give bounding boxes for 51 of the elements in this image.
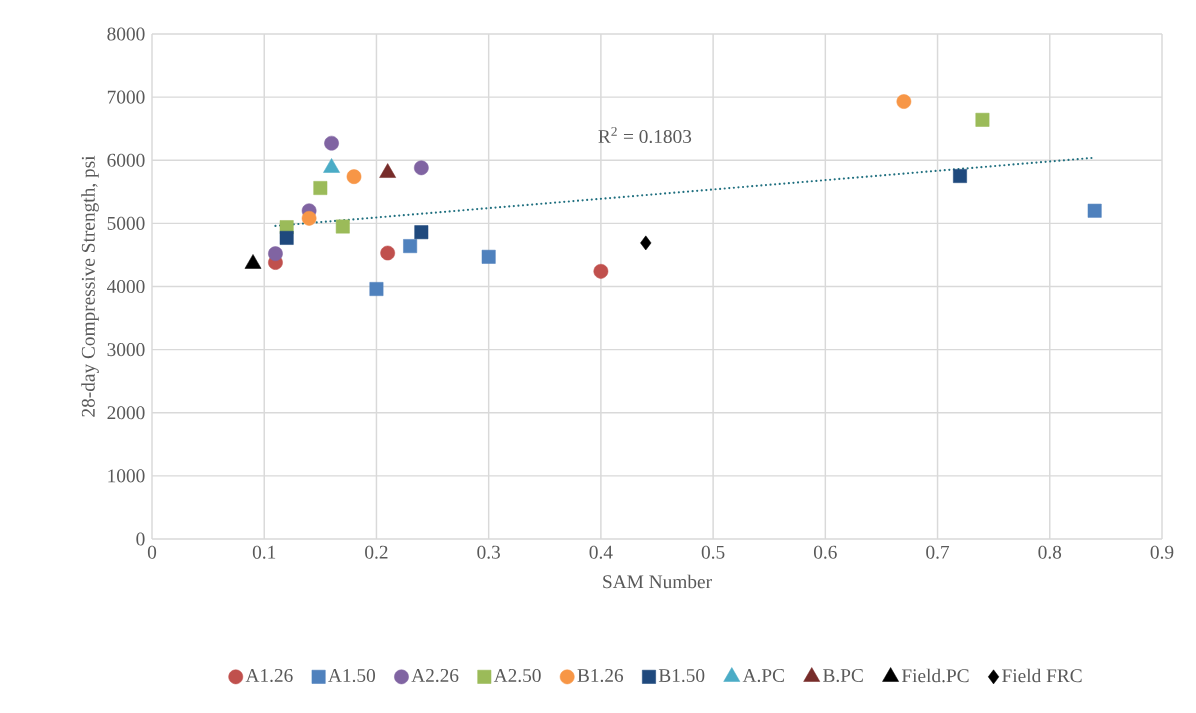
y-tick-label: 5000 [107,216,145,230]
legend-label: B1.50 [658,668,705,683]
y-tick-label: 6000 [107,153,145,167]
point [313,181,328,195]
point [380,245,396,261]
point [593,264,609,279]
legend-label: Field FRC [1002,668,1082,683]
point [346,169,362,184]
point [301,210,317,226]
x-tick-label: 0.3 [477,545,500,559]
y-tick-label: 4000 [107,279,145,294]
y-tick-label: 3000 [107,343,145,357]
y-axis-title: 28-day Compressive Strength, psi [81,155,99,417]
legend-label: A1.50 [328,668,375,683]
point [414,225,429,240]
x-tick-label: 0.2 [365,545,388,559]
point [414,160,429,176]
point [481,249,496,264]
x-tick-label: 0.4 [589,545,613,559]
x-tick-label: 0.8 [1038,545,1062,559]
x-axis-title: SAM Number [603,574,712,589]
legend-label: B.PC [823,669,863,683]
point [896,94,912,109]
x-tick-label: 0.7 [926,545,950,559]
point [268,246,283,261]
y-tick-label: 8000 [107,27,145,41]
y-tick-label: 1000 [108,469,145,483]
point [324,135,339,151]
legend-label: A1.26 [245,669,293,683]
legend-label: B1.26 [577,669,624,683]
y-tick-label: 0 [136,532,145,546]
x-tick-label: 0.9 [1150,545,1174,559]
point [369,282,384,296]
legend-label: A2.26 [411,669,459,683]
y-tick-label: 7000 [107,90,145,104]
x-tick-label: 0.5 [701,545,725,559]
legend-label: A.PC [742,669,784,683]
annotation: R$^{2}$ = 0.1803 [598,126,692,144]
legend-label: A2.50 [493,668,541,683]
point [1087,203,1102,218]
point [279,230,294,245]
point [403,239,418,254]
x-tick-label: 0 [147,545,157,559]
legend-label: Field.PC [901,668,969,683]
point [335,219,350,234]
point [975,112,990,127]
y-tick-label: 2000 [107,406,145,420]
point [640,235,652,251]
x-tick-label: 0.1 [252,545,276,559]
x-tick-label: 0.6 [813,545,837,559]
point [953,169,967,183]
